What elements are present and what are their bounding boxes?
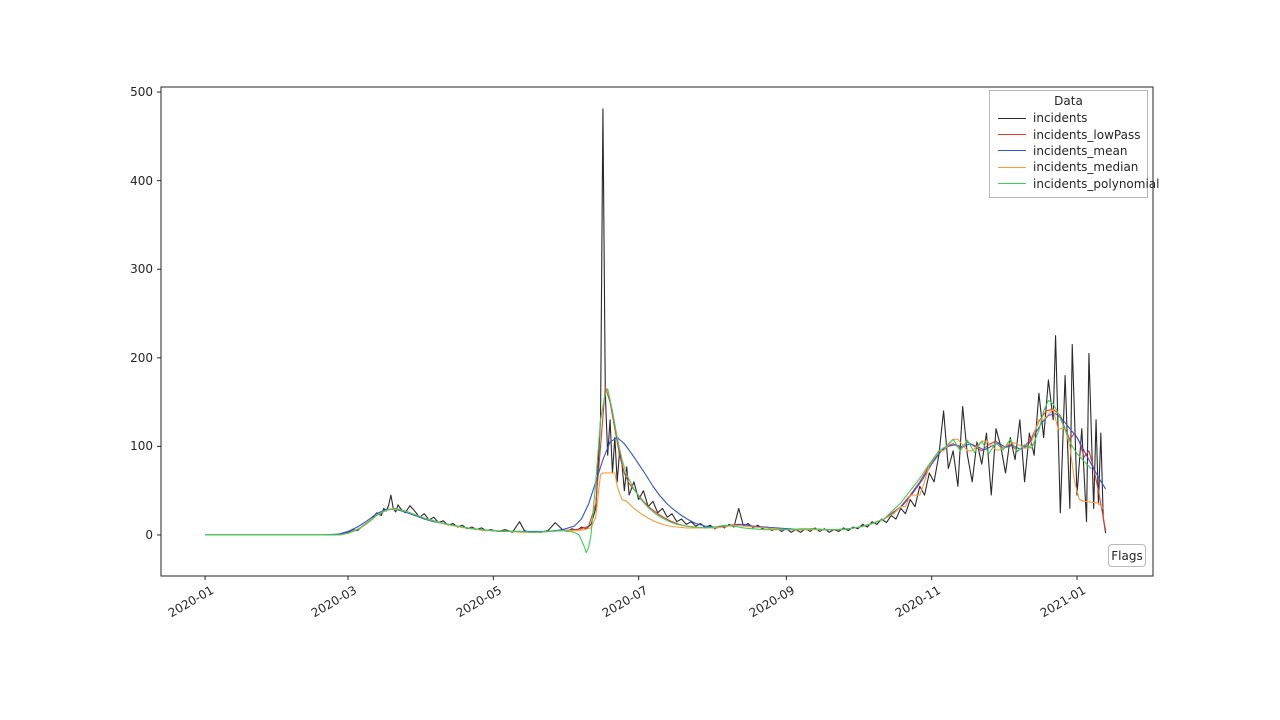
series-incidents_polynomial xyxy=(205,388,1092,554)
legend-entry-label: incidents_median xyxy=(1033,160,1139,175)
series-incidents xyxy=(205,108,1107,536)
legend-entry-label: incidents_lowPass xyxy=(1033,127,1141,142)
legend-line-sample xyxy=(998,134,1026,136)
y-tick-label: 300 xyxy=(130,262,153,277)
y-tick-label: 0 xyxy=(145,527,153,542)
legend-line-sample xyxy=(998,166,1026,168)
plot-frame xyxy=(160,86,1154,577)
legend: Data incidents incidents_lowPass incidents… xyxy=(989,90,1160,198)
legend-line-sample xyxy=(998,150,1026,152)
y-tick-label: 200 xyxy=(130,350,153,365)
series-incidents_median xyxy=(205,408,1104,536)
series-incidents_lowPass xyxy=(205,386,1107,536)
flags-button-label: Flags xyxy=(1111,548,1143,563)
legend-entry: incidents_mean xyxy=(998,143,1139,159)
legend-line-sample xyxy=(998,117,1026,119)
legend-entry-label: incidents_mean xyxy=(1033,143,1128,158)
y-tick-label: 500 xyxy=(130,85,153,100)
legend-entries: incidents incidents_lowPass incidents_mean… xyxy=(998,110,1160,192)
legend-line-sample xyxy=(998,183,1026,185)
flags-button[interactable]: Flags xyxy=(1108,544,1146,567)
y-tick-label: 100 xyxy=(130,439,153,454)
legend-entry-label: incidents_polynomial xyxy=(1033,176,1160,191)
legend-entry: incidents_median xyxy=(998,159,1139,175)
legend-title: Data xyxy=(1054,94,1083,108)
legend-entry: incidents_lowPass xyxy=(998,126,1141,142)
y-tick-label: 400 xyxy=(130,173,153,188)
legend-entry: incidents_polynomial xyxy=(998,176,1160,192)
legend-entry: incidents xyxy=(998,110,1139,126)
legend-entry-label: incidents xyxy=(1033,111,1088,126)
